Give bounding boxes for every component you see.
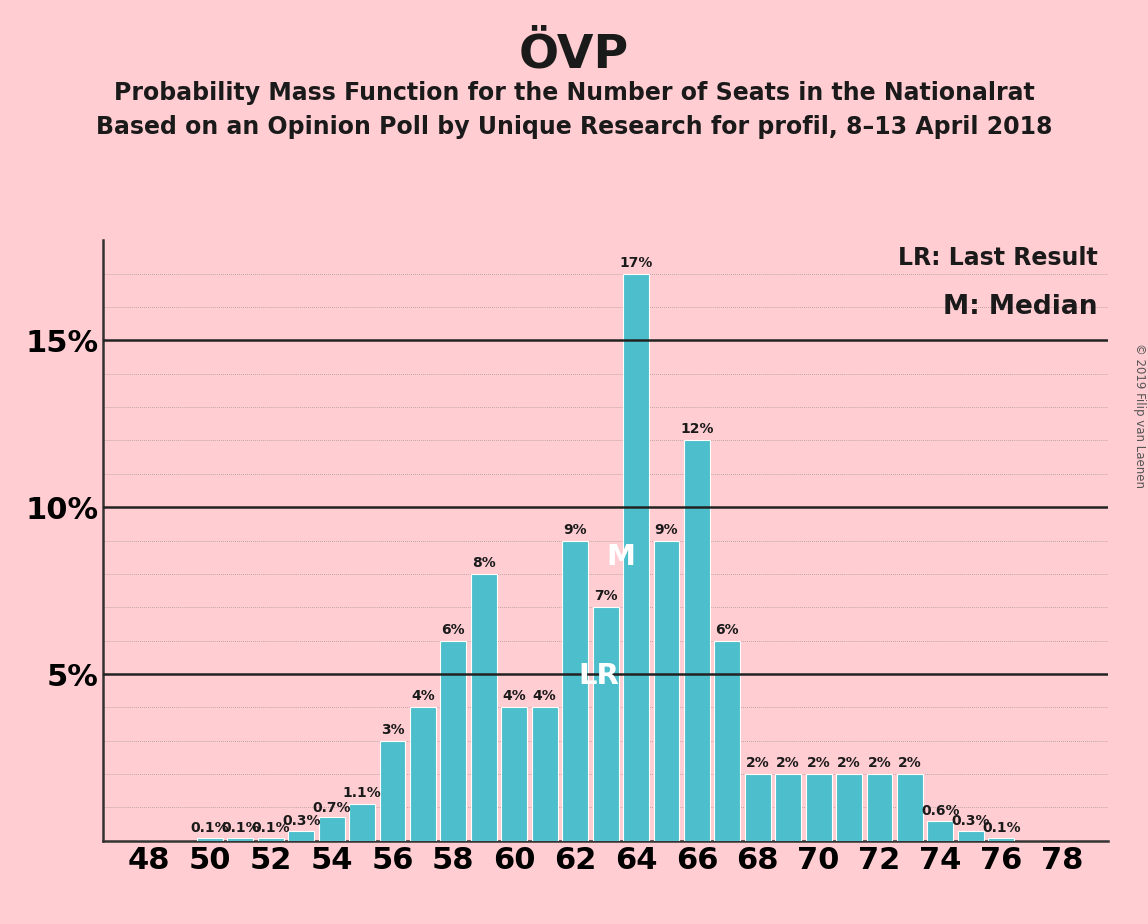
- Bar: [745, 774, 770, 841]
- Text: 2%: 2%: [746, 756, 769, 770]
- Bar: [288, 831, 315, 841]
- Text: M: M: [606, 543, 635, 571]
- Text: 7%: 7%: [594, 590, 618, 603]
- Bar: [349, 804, 375, 841]
- Text: 0.6%: 0.6%: [921, 804, 960, 818]
- Text: 0.3%: 0.3%: [952, 814, 990, 828]
- Bar: [380, 741, 405, 841]
- Bar: [471, 574, 497, 841]
- Text: 2%: 2%: [807, 756, 830, 770]
- Bar: [775, 774, 801, 841]
- Bar: [441, 640, 466, 841]
- Text: 6%: 6%: [442, 623, 465, 637]
- Text: 0.7%: 0.7%: [312, 801, 351, 815]
- Text: 3%: 3%: [381, 723, 404, 736]
- Text: LR: Last Result: LR: Last Result: [898, 246, 1097, 270]
- Bar: [623, 274, 649, 841]
- Text: 0.1%: 0.1%: [220, 821, 259, 835]
- Text: © 2019 Filip van Laenen: © 2019 Filip van Laenen: [1133, 344, 1147, 488]
- Text: 9%: 9%: [564, 523, 587, 537]
- Bar: [806, 774, 831, 841]
- Bar: [714, 640, 740, 841]
- Bar: [867, 774, 892, 841]
- Bar: [988, 837, 1014, 841]
- Text: 0.1%: 0.1%: [191, 821, 230, 835]
- Text: 6%: 6%: [715, 623, 739, 637]
- Bar: [563, 541, 588, 841]
- Text: ÖVP: ÖVP: [519, 32, 629, 78]
- Text: M: Median: M: Median: [944, 294, 1097, 321]
- Text: 4%: 4%: [503, 689, 526, 703]
- Bar: [532, 708, 558, 841]
- Text: 9%: 9%: [654, 523, 678, 537]
- Text: 0.1%: 0.1%: [982, 821, 1021, 835]
- Text: Probability Mass Function for the Number of Seats in the Nationalrat: Probability Mass Function for the Number…: [114, 81, 1034, 105]
- Bar: [592, 607, 619, 841]
- Text: 2%: 2%: [898, 756, 922, 770]
- Bar: [897, 774, 923, 841]
- Bar: [653, 541, 680, 841]
- Bar: [502, 708, 527, 841]
- Bar: [684, 441, 709, 841]
- Text: LR: LR: [579, 662, 619, 689]
- Bar: [197, 837, 223, 841]
- Text: 17%: 17%: [619, 256, 653, 270]
- Text: 4%: 4%: [533, 689, 557, 703]
- Text: Based on an Opinion Poll by Unique Research for profil, 8–13 April 2018: Based on an Opinion Poll by Unique Resea…: [95, 115, 1053, 139]
- Text: 2%: 2%: [868, 756, 891, 770]
- Bar: [258, 837, 284, 841]
- Text: 4%: 4%: [411, 689, 435, 703]
- Text: 0.3%: 0.3%: [282, 814, 320, 828]
- Bar: [410, 708, 436, 841]
- Text: 8%: 8%: [472, 556, 496, 570]
- Text: 0.1%: 0.1%: [251, 821, 290, 835]
- Bar: [836, 774, 862, 841]
- Bar: [227, 837, 254, 841]
- Text: 2%: 2%: [837, 756, 861, 770]
- Bar: [957, 831, 984, 841]
- Bar: [319, 818, 344, 841]
- Bar: [928, 821, 953, 841]
- Text: 2%: 2%: [776, 756, 800, 770]
- Text: 1.1%: 1.1%: [343, 786, 381, 800]
- Text: 12%: 12%: [680, 422, 714, 436]
